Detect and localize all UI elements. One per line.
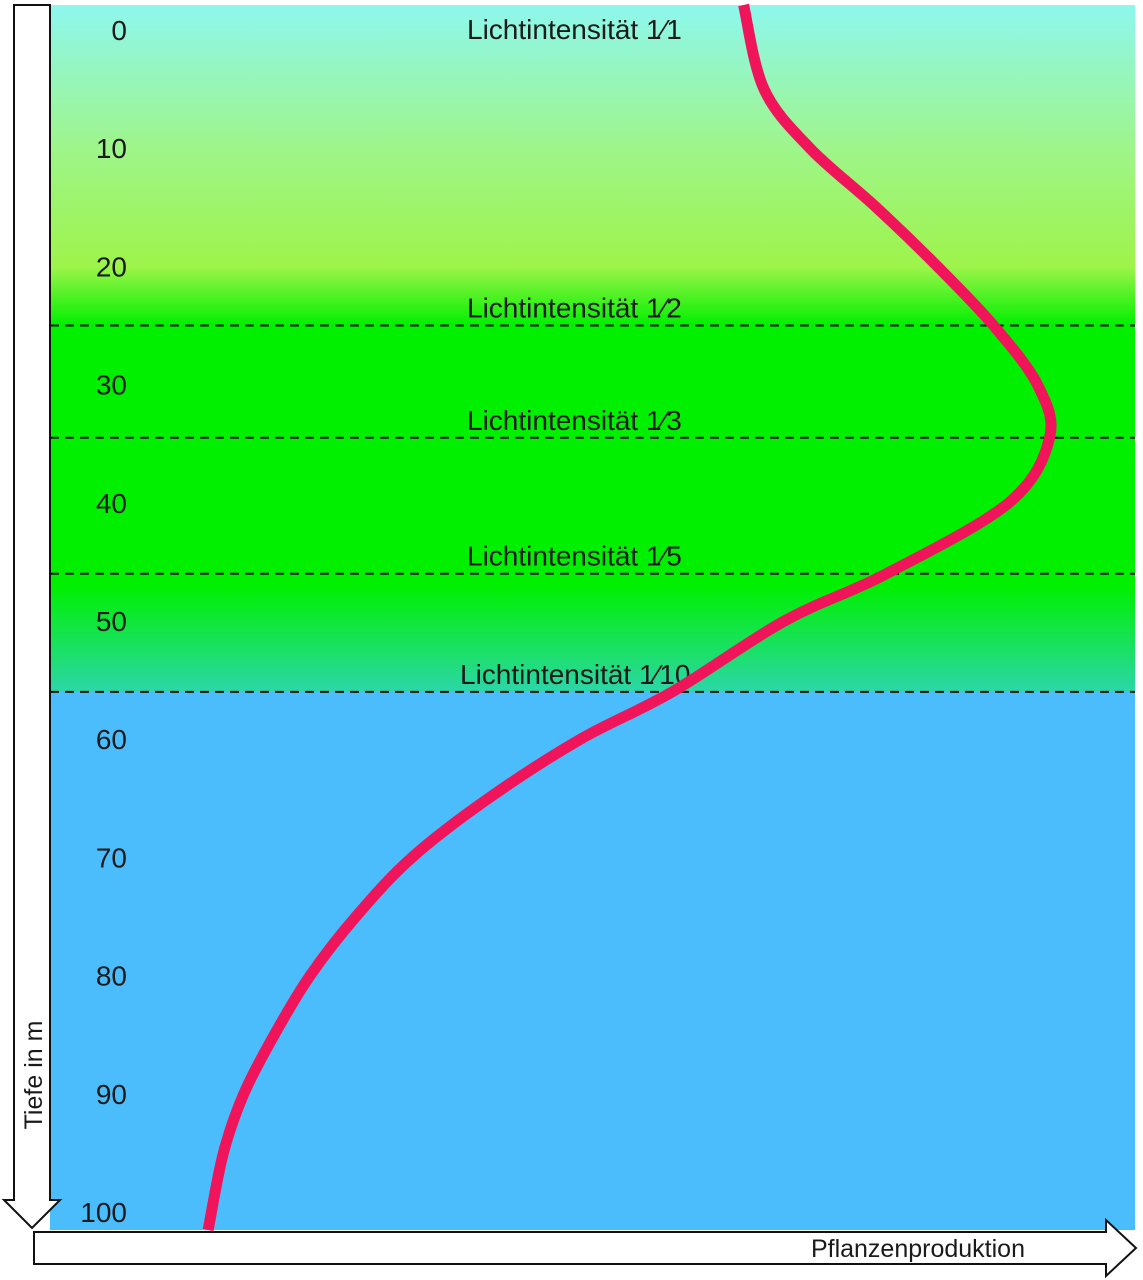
light-level-label: Lichtintensität 1⁄3 (467, 405, 682, 436)
x-axis-arrow (33, 1217, 1138, 1279)
light-level-label: Lichtintensität 1⁄5 (467, 541, 682, 572)
y-tick-label: 100 (80, 1197, 127, 1228)
production-curve (202, 3, 1057, 1232)
y-axis-arrow (1, 4, 63, 1230)
y-tick-label: 50 (96, 606, 127, 637)
y-tick-label: 10 (96, 133, 127, 164)
y-axis-label: Tiefe in m (20, 1021, 48, 1130)
light-level-label: Lichtintensität 1⁄2 (467, 293, 682, 324)
light-level-labels: Lichtintensität 1⁄1 Lichtintensität 1⁄2 Li… (460, 14, 690, 690)
x-axis-label: Pflanzenproduktion (811, 1235, 1025, 1263)
y-tick-label: 70 (96, 842, 127, 873)
y-tick-label: 0 (111, 15, 127, 46)
water-background (50, 5, 1135, 1230)
y-tick-labels: 0 10 20 30 40 50 60 70 80 90 100 (80, 15, 127, 1228)
light-level-lines (50, 324, 1135, 693)
y-tick-label: 80 (96, 961, 127, 992)
light-level-label: Lichtintensität 1⁄10 (460, 659, 690, 690)
y-tick-label: 90 (96, 1079, 127, 1110)
y-tick-label: 30 (96, 370, 127, 401)
y-tick-label: 20 (96, 251, 127, 282)
y-tick-label: 60 (96, 724, 127, 755)
light-level-label: Lichtintensität 1⁄1 (467, 14, 682, 45)
y-tick-label: 40 (96, 488, 127, 519)
